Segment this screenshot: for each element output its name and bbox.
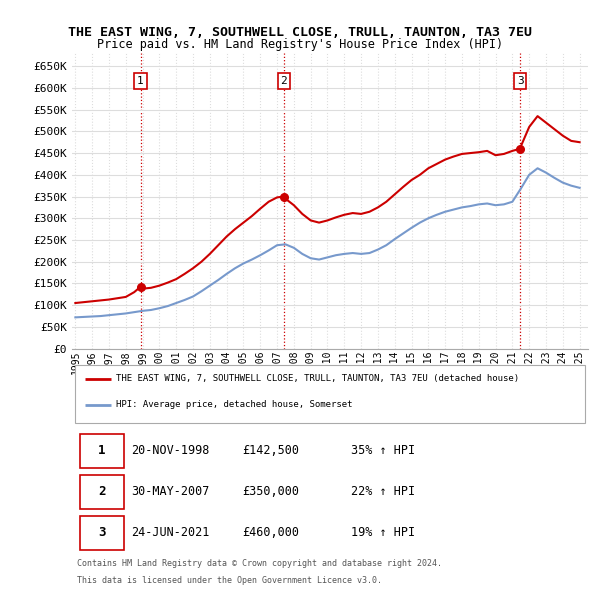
Text: £350,000: £350,000 <box>242 485 299 498</box>
Text: 3: 3 <box>98 526 106 539</box>
Text: 35% ↑ HPI: 35% ↑ HPI <box>350 444 415 457</box>
Text: 3: 3 <box>517 76 524 86</box>
Text: £460,000: £460,000 <box>242 526 299 539</box>
FancyBboxPatch shape <box>80 516 124 550</box>
Text: THE EAST WING, 7, SOUTHWELL CLOSE, TRULL, TAUNTON, TA3 7EU: THE EAST WING, 7, SOUTHWELL CLOSE, TRULL… <box>68 26 532 39</box>
Text: 1: 1 <box>98 444 106 457</box>
Text: Price paid vs. HM Land Registry's House Price Index (HPI): Price paid vs. HM Land Registry's House … <box>97 38 503 51</box>
Text: 22% ↑ HPI: 22% ↑ HPI <box>350 485 415 498</box>
FancyBboxPatch shape <box>74 365 586 423</box>
Text: 2: 2 <box>281 76 287 86</box>
FancyBboxPatch shape <box>80 434 124 468</box>
Text: £142,500: £142,500 <box>242 444 299 457</box>
Text: HPI: Average price, detached house, Somerset: HPI: Average price, detached house, Some… <box>116 400 352 409</box>
FancyBboxPatch shape <box>80 476 124 509</box>
Text: 20-NOV-1998: 20-NOV-1998 <box>131 444 210 457</box>
Text: 24-JUN-2021: 24-JUN-2021 <box>131 526 210 539</box>
Text: 19% ↑ HPI: 19% ↑ HPI <box>350 526 415 539</box>
Text: 2: 2 <box>98 485 106 498</box>
Text: Contains HM Land Registry data © Crown copyright and database right 2024.: Contains HM Land Registry data © Crown c… <box>77 559 442 568</box>
Text: 30-MAY-2007: 30-MAY-2007 <box>131 485 210 498</box>
Text: This data is licensed under the Open Government Licence v3.0.: This data is licensed under the Open Gov… <box>77 576 382 585</box>
Text: 1: 1 <box>137 76 144 86</box>
Text: THE EAST WING, 7, SOUTHWELL CLOSE, TRULL, TAUNTON, TA3 7EU (detached house): THE EAST WING, 7, SOUTHWELL CLOSE, TRULL… <box>116 374 519 384</box>
